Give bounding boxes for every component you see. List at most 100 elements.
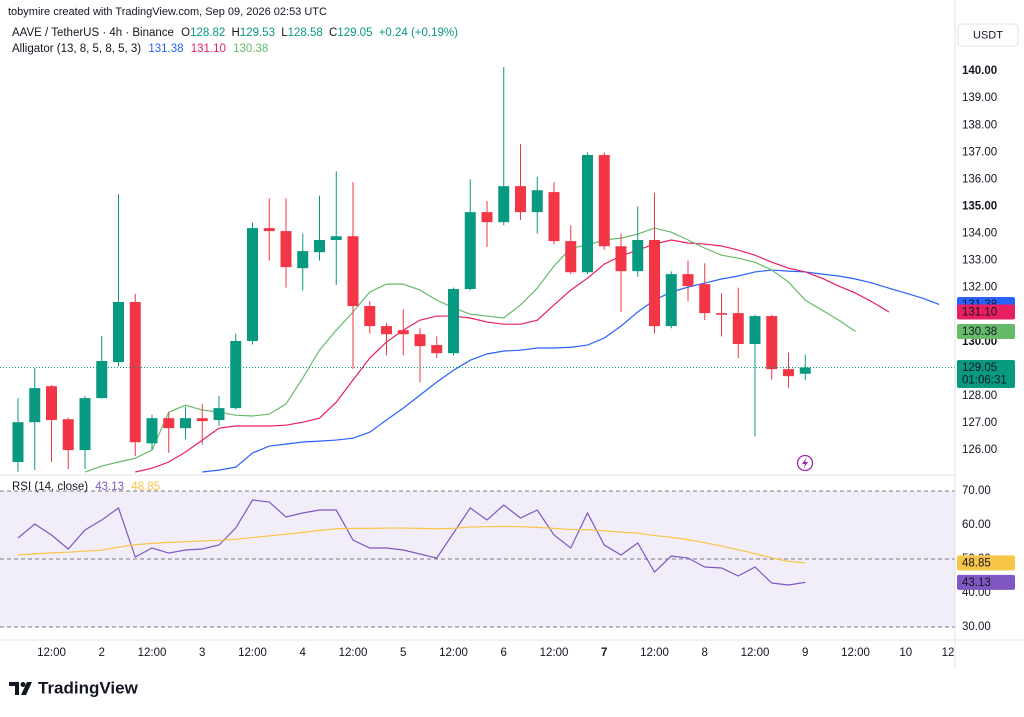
change: +0.24 (+0.19%): [379, 27, 458, 39]
y-tick-label: 126.00: [962, 444, 997, 456]
candle-body: [481, 212, 493, 223]
candle-body: [531, 190, 543, 213]
x-tick-label: 10: [899, 647, 912, 659]
y-tick-label: 133.00: [962, 255, 997, 267]
candle-body: [263, 228, 275, 232]
current-price-label: 129.05: [962, 362, 997, 374]
x-tick-label: 12:00: [841, 647, 870, 659]
y-tick-label: 140.00: [962, 65, 997, 77]
brand-name: TradingView: [38, 678, 139, 697]
x-tick-label: 4: [300, 647, 307, 659]
ohlc-value: 129.05: [337, 27, 372, 39]
y-tick-label: 70.00: [962, 485, 991, 497]
candle-body: [247, 228, 258, 341]
price-badge-label: 48.85: [962, 557, 991, 569]
candle-body: [314, 240, 325, 253]
y-tick-label: 138.00: [962, 119, 997, 131]
countdown-label: 01:06:31: [962, 375, 1007, 387]
x-tick-label: 12:00: [741, 647, 770, 659]
x-tick-label: 12:00: [640, 647, 669, 659]
candle-body: [615, 246, 627, 272]
price-badge: [957, 324, 1015, 340]
x-tick-label: 5: [400, 647, 406, 659]
candle-body: [732, 313, 744, 344]
candle-body: [649, 240, 660, 327]
x-tick-label: 3: [199, 647, 205, 659]
rsi-line: [17, 499, 806, 586]
legend-value: 130.38: [233, 43, 268, 55]
candle-body: [464, 212, 476, 290]
y-tick-label: 40.00: [962, 587, 991, 599]
ohlc-label: C: [329, 27, 337, 39]
ohlc-label: H: [231, 27, 239, 39]
symbol-legend: AAVE / TetherUS · 4h · Binance O128.82 H…: [12, 27, 458, 39]
y-tick-label: 135.00: [962, 200, 997, 212]
x-tick-label: 8: [702, 647, 708, 659]
price-badge: [957, 304, 1015, 320]
candle-body: [29, 388, 41, 423]
candle-body: [565, 241, 577, 273]
rsi-title: RSI (14, close): [12, 481, 88, 493]
candle-body: [397, 330, 409, 335]
candle-body: [498, 186, 510, 223]
candle-body: [146, 418, 158, 444]
symbol: AAVE / TetherUS · 4h · Binance: [12, 27, 174, 39]
candle-body: [766, 316, 778, 370]
credit: tobymire created with TradingView.com, S…: [8, 6, 327, 18]
candle-body: [129, 302, 141, 443]
candle-body: [12, 422, 24, 463]
y-tick-label: 60.00: [962, 519, 991, 531]
rsi-legend: RSI (14, close) 43.13 48.85: [12, 481, 160, 493]
x-tick-label: 12:00: [439, 647, 468, 659]
candle-body: [46, 386, 57, 421]
candle-body: [163, 418, 175, 429]
candle-body: [330, 236, 342, 241]
y-tick-label: 137.00: [962, 146, 997, 158]
candle-body: [682, 274, 694, 287]
x-tick-label: 7: [601, 647, 607, 659]
candle-body: [799, 367, 811, 374]
candle-body: [598, 155, 610, 247]
legend-value: 131.38: [148, 43, 183, 55]
candle-body: [431, 345, 443, 354]
currency-box[interactable]: [957, 23, 1019, 47]
y-tick-label: 132.00: [962, 282, 997, 294]
price-badge-label: 43.13: [962, 577, 991, 589]
candle-body: [180, 418, 191, 429]
candle-body: [62, 419, 74, 451]
alligator-line: [84, 227, 856, 473]
ohlc-label: O: [181, 27, 190, 39]
candle-body: [749, 316, 761, 344]
candle-body: [297, 251, 309, 269]
x-tick-label: 9: [802, 647, 808, 659]
candle-body: [113, 302, 124, 363]
candle-body: [230, 340, 242, 409]
x-tick-label: 6: [501, 647, 507, 659]
candle-body: [414, 334, 426, 347]
candle-body: [213, 408, 225, 421]
y-tick-label: 128.00: [962, 390, 997, 402]
x-tick-label: 12:00: [37, 647, 66, 659]
rsi-line: [17, 525, 806, 564]
ohlc-value: 128.58: [288, 27, 323, 39]
candle-body: [582, 155, 593, 273]
indicator-legend: Alligator (13, 8, 5, 8, 5, 3) 131.38 131…: [12, 43, 268, 55]
candle-body: [381, 326, 392, 335]
candle-body: [96, 361, 108, 399]
candle-body: [79, 398, 91, 451]
candle-body: [716, 313, 727, 315]
x-tick-label: 12:00: [339, 647, 368, 659]
candle-body: [783, 369, 794, 377]
candle-body: [448, 289, 459, 354]
current-price-badge: [957, 360, 1015, 389]
candle-body: [515, 186, 526, 213]
y-tick-label: 139.00: [962, 92, 997, 104]
alligator-line: [135, 239, 890, 473]
candle-body: [699, 284, 711, 314]
alert-icon[interactable]: [796, 454, 814, 472]
candle-body: [548, 192, 560, 242]
legend-value: 43.13: [95, 481, 124, 493]
x-tick-label: 2: [99, 647, 105, 659]
